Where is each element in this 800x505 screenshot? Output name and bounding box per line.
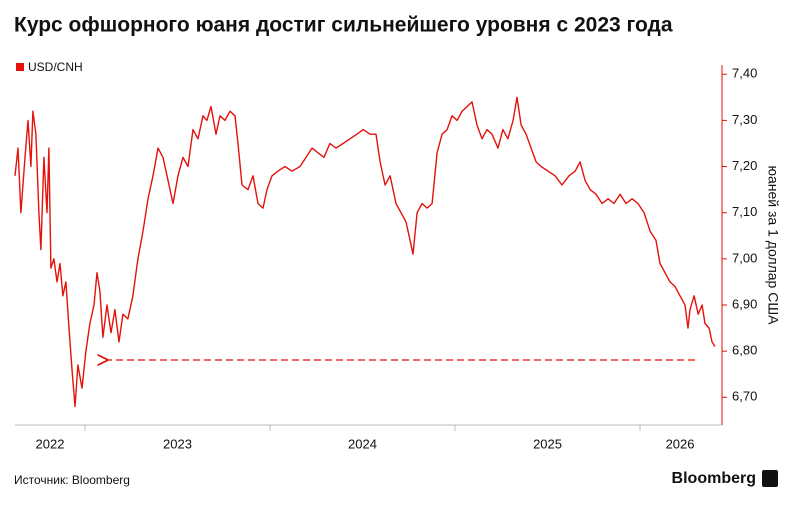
y-tick-label: 7,40 [732,66,757,81]
y-tick-label: 7,00 [732,250,757,265]
y-tick-label: 6,80 [732,343,757,358]
line-series [14,96,716,408]
x-tick-label: 2022 [36,436,65,451]
brand: Bloomberg [672,470,756,487]
legend-label: USD/CNH [28,60,83,74]
source: Источник: Bloomberg [14,473,130,487]
chart-title: Курс офшорного юаня достиг сильнейшего у… [14,14,673,37]
y-axis-label: юаней за 1 доллар США [765,165,781,325]
x-tick-label: 2026 [666,436,695,451]
y-tick-label: 6,70 [732,389,757,404]
y-tick-label: 6,90 [732,296,757,311]
x-tick-label: 2023 [163,436,192,451]
x-tick-label: 2025 [533,436,562,451]
legend-swatch [16,63,24,71]
y-tick-label: 7,10 [732,204,757,219]
x-tick-label: 2024 [348,436,377,451]
y-tick-label: 7,30 [732,112,757,127]
y-tick-label: 7,20 [732,158,757,173]
brand-icon [762,470,778,487]
